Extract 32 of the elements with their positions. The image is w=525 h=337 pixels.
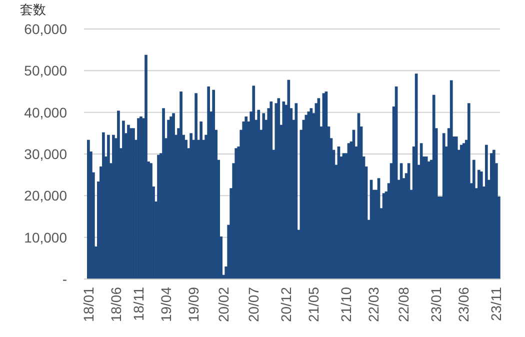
bar bbox=[484, 144, 488, 279]
bar bbox=[414, 74, 418, 279]
x-tick-label: 19/09 bbox=[185, 286, 202, 322]
x-tick-label: 22/03 bbox=[366, 286, 382, 322]
x-tick-label: 20/02 bbox=[215, 286, 232, 322]
bar bbox=[162, 108, 165, 279]
y-tick-label: - bbox=[62, 271, 68, 287]
x-tick-label: 22/08 bbox=[396, 286, 412, 322]
x-tick-label: 23/06 bbox=[456, 286, 472, 322]
x-tick-label: 18/11 bbox=[130, 286, 146, 321]
bar bbox=[144, 54, 148, 279]
bar bbox=[467, 103, 470, 279]
bar bbox=[472, 160, 476, 279]
y-tick-label: 20,000 bbox=[24, 188, 68, 204]
y-axis-title: 套数 bbox=[20, 2, 46, 17]
bar bbox=[270, 102, 273, 279]
y-tick-label: 60,000 bbox=[24, 21, 68, 37]
y-tick-label: 40,000 bbox=[24, 104, 68, 120]
x-tick-label: 18/01 bbox=[80, 286, 96, 322]
x-tick-label: 23/01 bbox=[428, 286, 444, 322]
x-tick-label: 19/04 bbox=[158, 286, 174, 322]
x-tick-label: 21/10 bbox=[338, 286, 354, 322]
bar bbox=[450, 80, 453, 279]
bar bbox=[432, 94, 436, 279]
x-tick-label: 20/07 bbox=[245, 286, 262, 322]
x-tick-label: 23/11 bbox=[488, 286, 504, 321]
y-tick-label: 10,000 bbox=[24, 229, 68, 246]
y-tick-label: 30,000 bbox=[24, 146, 68, 162]
x-tick-label: 18/06 bbox=[108, 286, 124, 322]
y-tick-label: 50,000 bbox=[24, 62, 68, 79]
x-tick-label: 21/05 bbox=[306, 286, 322, 322]
x-tick-label: 20/12 bbox=[278, 286, 294, 322]
